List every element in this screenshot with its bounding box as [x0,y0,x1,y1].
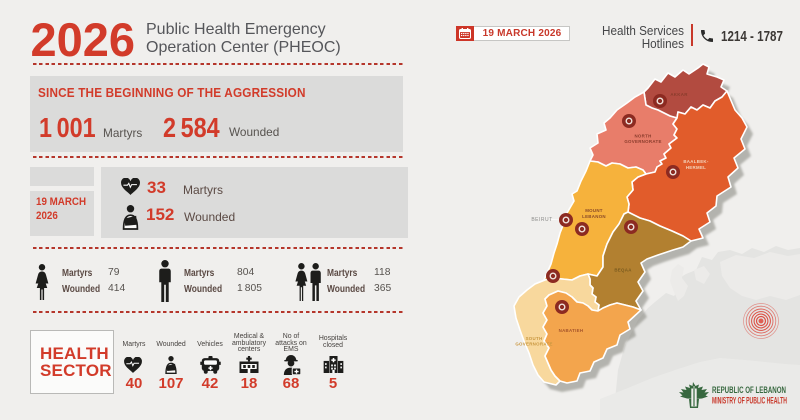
svg-text:MOUNT: MOUNT [585,208,603,213]
svg-text:MINISTRY OF PUBLIC HEALTH: MINISTRY OF PUBLIC HEALTH [712,395,787,405]
svg-text:LEBANON: LEBANON [582,214,606,219]
svg-text:NORTH: NORTH [634,134,651,139]
svg-text:SOUTH: SOUTH [526,336,543,341]
svg-text:BEIRUT: BEIRUT [531,217,552,223]
svg-text:BEQAA: BEQAA [614,268,632,273]
svg-text:BAALBEK-: BAALBEK- [683,159,709,164]
svg-text:NABATIEH: NABATIEH [559,328,584,333]
svg-text:GOVERNORATE: GOVERNORATE [515,342,552,347]
svg-text:AKKAR: AKKAR [670,92,688,97]
svg-text:GOVERNORATE: GOVERNORATE [624,139,661,144]
svg-text:HERMEL: HERMEL [686,165,706,170]
svg-text:REPUBLIC OF LEBANON: REPUBLIC OF LEBANON [712,385,786,395]
